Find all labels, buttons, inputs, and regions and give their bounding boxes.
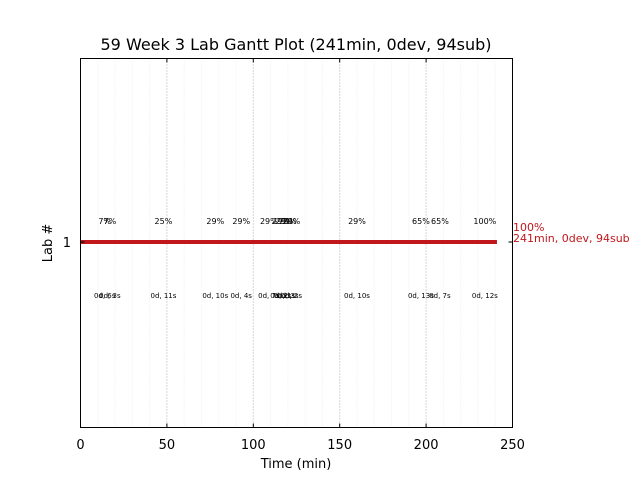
x-tick-label: 200 (414, 438, 439, 453)
milestone-percent: 29% (232, 217, 250, 226)
milestone-delta: 0d, 13s (408, 292, 434, 300)
milestone-labels: 7% 0d, 6s 7% 0d, 3s 25% 0d, 11s 29% 0d, 10s 29% 0… (94, 217, 498, 300)
milestone-delta: 0d, 3s (99, 292, 121, 300)
end-annotation: 100% 241min, 0dev, 94sub (513, 221, 630, 245)
milestone-delta: 0d, 10s (202, 292, 228, 300)
milestone-percent: 100% (473, 217, 496, 226)
milestone-delta: 0d, 4s (230, 292, 252, 300)
milestone-delta: 0d, 3s (277, 292, 299, 300)
end-annotation-line2: 241min, 0dev, 94sub (513, 232, 630, 245)
milestone-percent: 65% (412, 217, 430, 226)
x-axis-ticks: 0 50 100 150 200 250 (76, 58, 525, 453)
milestone-delta: 0d, 12s (472, 292, 498, 300)
milestone-delta: 0d, 10s (344, 292, 370, 300)
y-axis-label: Lab # (41, 224, 56, 263)
y-axis-ticks: 1 (63, 236, 513, 251)
milestone-percent: 29% (282, 217, 300, 226)
chart-title: 59 Week 3 Lab Gantt Plot (241min, 0dev, … (101, 35, 492, 54)
x-tick-label: 100 (241, 438, 266, 453)
y-tick-label: 1 (63, 236, 71, 251)
milestone-percent: 29% (348, 217, 366, 226)
milestone-percent: 29% (272, 217, 290, 226)
x-tick-label: 0 (76, 438, 84, 453)
milestone-delta: 0d, 11s (150, 292, 176, 300)
milestone-percent: 65% (431, 217, 449, 226)
x-tick-label: 50 (159, 438, 176, 453)
milestone-percent: 29% (279, 217, 297, 226)
plot-frame (80, 58, 513, 428)
x-axis-label: Time (min) (260, 457, 332, 472)
milestone-percent: 7% (98, 217, 111, 226)
milestone-delta: 0d, 2s (270, 292, 292, 300)
milestone-delta: 0d, 1s (274, 292, 296, 300)
milestone-percent: 29% (260, 217, 278, 226)
end-annotation-line1: 100% (513, 221, 544, 234)
milestone-delta: 0d, 6s (94, 292, 116, 300)
milestone-delta: 0d, 7s (429, 292, 451, 300)
x-tick-label: 250 (500, 438, 525, 453)
milestone-delta: 0d, 2s (281, 292, 303, 300)
milestone-percent: 25% (155, 217, 173, 226)
milestone-delta: 0d, 7s (258, 292, 280, 300)
milestone-percent: 29% (276, 217, 294, 226)
x-tick-label: 150 (327, 438, 352, 453)
milestone-percent: 29% (206, 217, 224, 226)
milestone-percent: 7% (104, 217, 117, 226)
